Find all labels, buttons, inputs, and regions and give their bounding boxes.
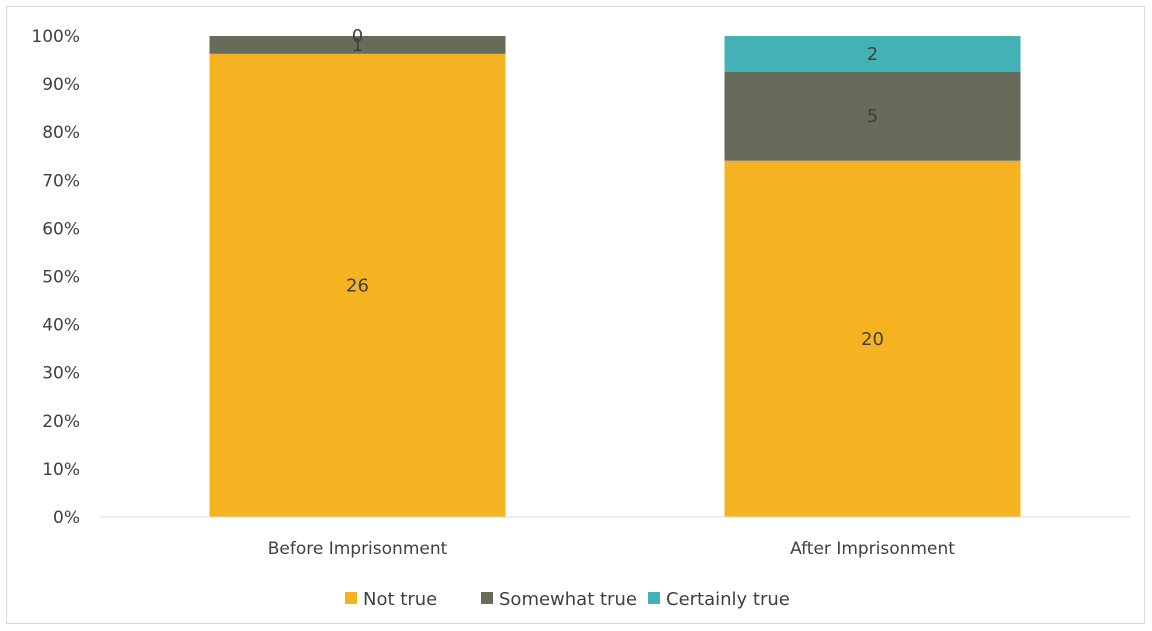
- y-tick-label: 50%: [42, 268, 80, 288]
- data-label: 20: [861, 329, 884, 350]
- x-tick-label: Before Imprisonment: [268, 539, 448, 559]
- data-label: 26: [346, 275, 369, 296]
- legend-label: Not true: [363, 589, 437, 610]
- legend-swatch: [648, 592, 660, 604]
- legend-swatch: [481, 592, 493, 604]
- y-tick-label: 70%: [42, 171, 80, 191]
- data-label: 1: [352, 35, 363, 56]
- y-axis: 0% 10% 20% 30% 40% 50% 60% 70% 80% 90% 100%: [31, 27, 80, 528]
- x-tick-label: After Imprisonment: [790, 539, 955, 559]
- bar-segment: [209, 53, 506, 517]
- legend: Not true Somewhat true Certainly true: [345, 589, 790, 610]
- data-label: 0: [352, 26, 363, 47]
- y-tick-label: 40%: [42, 316, 80, 336]
- y-tick-label: 90%: [42, 75, 80, 95]
- legend-swatch: [345, 592, 357, 604]
- y-tick-label: 0%: [53, 508, 80, 528]
- data-label: 2: [867, 44, 878, 65]
- y-tick-label: 80%: [42, 123, 80, 143]
- y-tick-label: 100%: [31, 27, 80, 47]
- bar-segment: [724, 36, 1021, 72]
- bar-segment: [724, 71, 1021, 161]
- plot-area: 26 10 20 5 2: [209, 26, 1021, 517]
- bar-segment: [724, 160, 1021, 517]
- bar-segment: [209, 36, 506, 54]
- legend-label: Somewhat true: [499, 589, 637, 610]
- y-tick-label: 10%: [42, 460, 80, 480]
- y-tick-label: 20%: [42, 412, 80, 432]
- y-tick-label: 60%: [42, 219, 80, 239]
- data-label: 5: [867, 106, 878, 127]
- x-axis: Before Imprisonment After Imprisonment: [268, 539, 956, 559]
- y-tick-label: 30%: [42, 364, 80, 384]
- legend-label: Certainly true: [666, 589, 790, 610]
